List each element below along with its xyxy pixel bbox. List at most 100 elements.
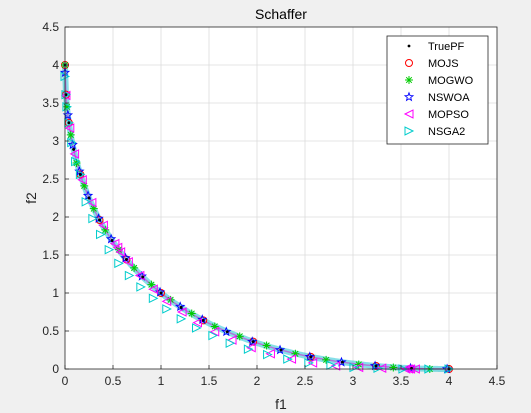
data-point [330,361,341,371]
data-point [187,309,196,318]
series-mopso [60,90,420,374]
data-point [374,364,378,368]
data-point [353,362,364,373]
data-point [67,121,71,125]
data-point [101,225,110,234]
data-point [124,270,135,281]
data-point [251,340,255,344]
legend-box [386,35,489,145]
data-point [80,181,89,190]
data-point [389,363,398,372]
data-point [89,204,98,213]
chart-title: Schaffer [255,6,307,22]
data-point [279,348,283,352]
data-point [62,101,73,112]
data-point [88,213,98,224]
data-point [86,197,97,208]
y-tick-label: 2 [52,210,59,224]
data-point [176,314,187,324]
data-point [114,258,124,269]
data-point [210,322,219,331]
data-markers [59,61,455,374]
x-tick-label: 3 [350,374,357,388]
data-point [177,307,187,317]
legend-label: NSWOA [428,92,470,104]
data-point [115,247,126,257]
data-point [336,356,347,367]
y-tick-label: 3 [52,134,59,148]
legend-entry: MOPSO [403,109,469,121]
data-point [69,149,80,159]
y-tick-label: 0.5 [42,324,59,338]
data-point [265,348,275,359]
data-point [322,355,331,364]
data-point [110,239,114,242]
data-point [72,147,76,151]
legend-label: MOGWO [428,75,474,87]
data-point [75,169,86,180]
data-point [262,341,271,350]
data-point [376,363,387,374]
x-tick-label: 0.5 [105,374,122,388]
data-point [159,291,163,295]
data-point [197,314,208,325]
x-tick-label: 3.5 [393,374,410,388]
data-point [162,304,172,314]
data-point [112,242,123,253]
legend-marker [405,76,413,84]
x-tick-label: 2 [254,374,261,388]
legend-entry: NSGA2 [404,126,465,138]
data-point [78,173,82,176]
y-tick-label: 0 [52,362,59,376]
data-point [283,354,293,364]
data-point [109,238,120,249]
data-point [341,360,344,364]
x-tick-label: 4 [446,374,453,388]
legend: TruePF MOJS MOGWO NSWOA MOPSO NSGA2 [386,35,489,145]
y-tick-label: 1 [52,286,59,300]
data-point [81,196,92,207]
data-point [247,336,258,347]
y-tick-label: 4.5 [42,20,59,34]
legend-marker [407,44,411,48]
data-point [192,317,202,328]
data-point [61,89,72,100]
plot-frame [64,26,498,370]
data-point [225,338,236,348]
x-tick-label: 4.5 [489,374,506,388]
data-point [64,123,75,133]
data-point [175,301,186,312]
data-point [123,257,133,267]
data-point [66,130,75,139]
data-point [96,229,106,240]
y-tick-label: 1.5 [42,248,59,262]
y-tick-label: 4 [52,58,59,72]
data-point [125,258,128,261]
data-point [161,296,172,307]
legend-marker [403,91,415,102]
data-point [147,280,156,289]
data-point [67,139,78,150]
data-point [192,323,202,333]
series-truepf-overlay [63,63,451,371]
data-point [309,355,313,359]
legend-entry: MOGWO [405,75,474,87]
data-point [209,326,220,337]
x-tick-label: 1 [158,374,165,388]
data-point [369,360,381,371]
y-axis-label: f2 [23,192,39,204]
legend-label: MOJS [428,58,459,70]
data-point [235,332,244,341]
data-point [373,363,384,374]
data-point [148,284,158,295]
series-nsga2 [60,71,455,374]
x-tick-label: 1.5 [201,374,218,388]
x-tick-label: 0 [62,374,69,388]
data-point [87,196,91,200]
legend-entry: TruePF [407,41,465,53]
legend-entry: MOJS [405,58,459,70]
data-point [130,263,139,272]
data-point [221,326,232,337]
data-point [243,344,254,355]
